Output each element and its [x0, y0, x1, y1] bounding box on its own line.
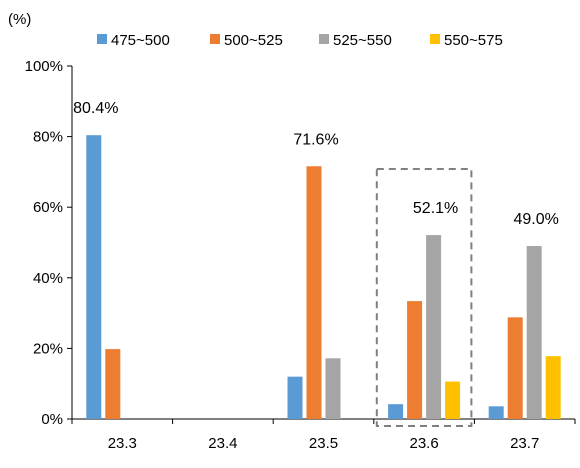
x-tick-label: 23.7: [510, 435, 539, 452]
highlight-dashed-box: [375, 168, 473, 427]
legend-label: 500~525: [224, 32, 283, 49]
x-tick-label: 23.4: [208, 435, 237, 452]
x-axis: 23.3 23.4 23.5 23.6 23.7: [71, 418, 576, 452]
data-label: 80.4%: [73, 100, 118, 117]
bar: [86, 135, 102, 420]
legend-label: 475~500: [111, 32, 170, 49]
legend-item: 475~500: [97, 32, 170, 49]
y-tick-label: 20%: [33, 340, 63, 357]
bar: [488, 406, 504, 419]
x-tick-label: 23.6: [409, 435, 438, 452]
legend-label: 525~550: [333, 32, 392, 49]
data-label: 49.0%: [514, 211, 559, 228]
highlight-box: [375, 168, 473, 427]
bar: [105, 349, 121, 419]
y-unit-label: (%): [8, 11, 31, 28]
y-tick-label: 0%: [41, 411, 63, 428]
legend: 475~500 500~525 525~550 550~575: [97, 32, 503, 49]
y-tick-label: 40%: [33, 270, 63, 287]
y-tick-label: 100%: [25, 58, 63, 75]
bar: [325, 358, 341, 419]
legend-label: 550~575: [444, 32, 503, 49]
bar: [426, 235, 442, 419]
x-tick-label: 23.5: [309, 435, 338, 452]
y-axis: 0% 20% 40% 60% 80% 100%: [25, 58, 73, 428]
bar: [526, 246, 542, 419]
bar: [306, 166, 322, 419]
y-tick-label: 80%: [33, 129, 63, 146]
legend-item: 550~575: [430, 32, 503, 49]
data-label: 52.1%: [413, 200, 458, 217]
legend-swatch: [210, 34, 220, 44]
legend-swatch: [319, 34, 329, 44]
bar: [445, 381, 461, 419]
legend-item: 500~525: [210, 32, 283, 49]
data-label: 71.6%: [293, 131, 338, 148]
legend-swatch: [97, 34, 107, 44]
bar: [407, 301, 423, 419]
bar: [545, 356, 561, 419]
y-tick-label: 60%: [33, 199, 63, 216]
x-tick-label: 23.3: [108, 435, 137, 452]
bar: [287, 376, 303, 419]
annotations: 80.4% 71.6% 52.1% 49.0%: [73, 100, 559, 228]
bars: [86, 135, 561, 420]
bar: [388, 404, 404, 419]
legend-item: 525~550: [319, 32, 392, 49]
bar: [507, 317, 523, 419]
legend-swatch: [430, 34, 440, 44]
